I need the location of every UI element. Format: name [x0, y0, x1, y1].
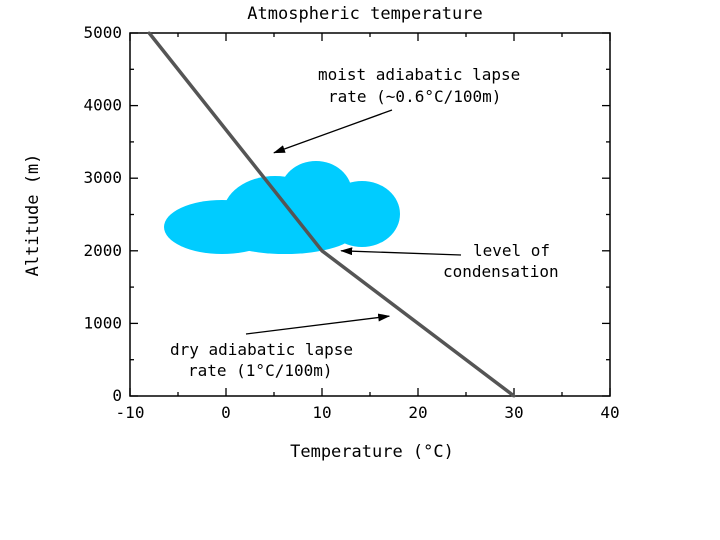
- annotation-condensation-arrow: [340, 247, 462, 256]
- series-point: [320, 249, 324, 253]
- x-tick-label: 0: [221, 403, 231, 422]
- y-tick-labels: 0 1000 2000 3000 4000 5000: [83, 23, 122, 405]
- annotation-moist: moist adiabatic lapse rate (~0.6°C/100m): [273, 65, 520, 154]
- annotation-dry-line-2: rate (1°C/100m): [188, 361, 333, 380]
- annotation-dry-line-1: dry adiabatic lapse: [170, 340, 353, 359]
- y-tick-label: 4000: [83, 96, 122, 115]
- annotation-condensation-line-1: level of: [473, 241, 550, 260]
- y-tick-label: 0: [112, 386, 122, 405]
- cloud-shape: [164, 161, 400, 254]
- x-tick-label: 40: [600, 403, 619, 422]
- annotation-moist-arrow: [273, 109, 393, 154]
- tick-marks: [129, 32, 611, 397]
- annotation-condensation: level of condensation: [340, 241, 559, 281]
- annotation-dry: dry adiabatic lapse rate (1°C/100m): [170, 313, 391, 380]
- y-tick-label: 5000: [83, 23, 122, 42]
- y-tick-label: 1000: [83, 313, 122, 332]
- annotation-condensation-line-2: condensation: [443, 262, 559, 281]
- series-point: [147, 31, 151, 35]
- y-tick-label: 2000: [83, 241, 122, 260]
- annotation-moist-line-1: moist adiabatic lapse: [318, 65, 520, 84]
- series-points: [147, 31, 516, 398]
- x-tick-labels: -10 0 10 20 30 40: [116, 403, 620, 422]
- x-tick-label: -10: [116, 403, 145, 422]
- annotation-moist-line-2: rate (~0.6°C/100m): [328, 87, 501, 106]
- chart-title: Atmospheric temperature: [247, 4, 482, 24]
- annotation-dry-arrow: [245, 313, 391, 335]
- x-tick-label: 30: [504, 403, 523, 422]
- x-tick-label: 20: [408, 403, 427, 422]
- y-tick-label: 3000: [83, 168, 122, 187]
- y-axis-label: Altitude (m): [23, 154, 43, 277]
- x-tick-label: 10: [312, 403, 331, 422]
- x-axis-label: Temperature (°C): [290, 442, 454, 462]
- series-point: [512, 394, 516, 398]
